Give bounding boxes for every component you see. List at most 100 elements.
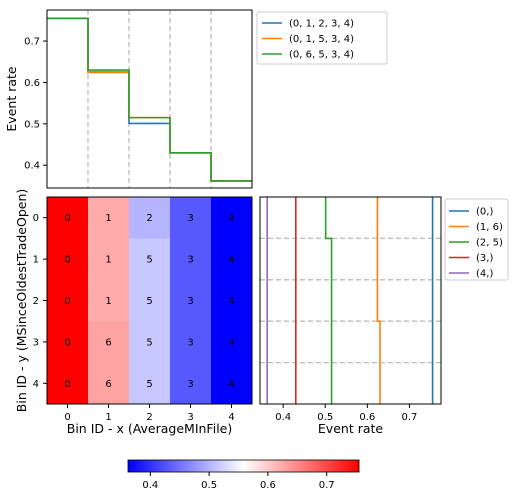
heatmap-cells bbox=[47, 197, 253, 405]
right-x-ticks: 0.4 0.5 0.6 0.7 bbox=[275, 404, 417, 423]
right-x-tick-label: 0.5 bbox=[317, 412, 333, 423]
top-y-ticks: 0.4 0.5 0.6 0.7 bbox=[24, 37, 47, 172]
colorbar-gradient bbox=[127, 459, 360, 473]
right-legend-box bbox=[444, 198, 509, 281]
heatmap-y-tick-label: 1 bbox=[33, 255, 39, 266]
heatmap-panel: 0 1 2 3 4 0 1 5 3 4 0 1 5 3 4 0 6 5 3 4 0 6 5 3 4 0 1 2 3 4 0 1 2 3 4 Bi… bbox=[14, 189, 253, 436]
heatmap-y-tick-label: 3 bbox=[33, 337, 39, 348]
heatmap-cell bbox=[170, 197, 212, 239]
right-legend-label: (2, 5) bbox=[476, 238, 503, 249]
right-bin-boundaries bbox=[260, 237, 441, 364]
top-series-line bbox=[47, 17, 252, 182]
heatmap-cell bbox=[47, 362, 89, 405]
right-series-line bbox=[376, 197, 381, 404]
heatmap-cell-label: 5 bbox=[146, 337, 152, 348]
heatmap-cell bbox=[170, 279, 212, 322]
heatmap-cell-label: 1 bbox=[105, 213, 111, 224]
top-legend-label: (0, 6, 5, 3, 4) bbox=[289, 50, 354, 61]
right-legend-label: (3,) bbox=[476, 253, 493, 264]
right-x-tick-label: 0.7 bbox=[401, 412, 417, 423]
heatmap-cell-labels: 0 1 2 3 4 0 1 5 3 4 0 1 5 3 4 0 6 5 3 4 0 6 5 3 4 bbox=[64, 213, 234, 390]
colorbar: 0.4 0.5 0.6 0.7 bbox=[127, 459, 360, 491]
heatmap-cell bbox=[211, 238, 253, 281]
heatmap-cell bbox=[88, 238, 130, 281]
heatmap-cell bbox=[211, 362, 253, 405]
heatmap-cell-label: 1 bbox=[105, 296, 111, 307]
heatmap-cell bbox=[88, 321, 130, 364]
heatmap-cell bbox=[47, 279, 89, 322]
heatmap-cell-label: 0 bbox=[64, 379, 70, 390]
heatmap-cell-label: 3 bbox=[187, 379, 193, 390]
heatmap-cell bbox=[129, 279, 171, 322]
top-y-axis-label: Event rate bbox=[4, 66, 19, 131]
heatmap-cell-label: 3 bbox=[187, 255, 193, 266]
heatmap-cell-label: 0 bbox=[64, 296, 70, 307]
top-series-line bbox=[47, 17, 252, 182]
top-y-tick-label: 0.5 bbox=[24, 119, 40, 130]
heatmap-cell-label: 4 bbox=[228, 213, 234, 224]
top-axes-frame bbox=[46, 9, 253, 189]
heatmap-cell-label: 2 bbox=[146, 213, 152, 224]
heatmap-cell-label: 6 bbox=[105, 379, 111, 390]
right-legend-label: (4,) bbox=[476, 269, 493, 280]
heatmap-x-axis-label: Bin ID - x (AverageMInFile) bbox=[67, 421, 232, 436]
heatmap-y-tick-label: 0 bbox=[33, 213, 39, 224]
heatmap-x-tick-label: 3 bbox=[187, 412, 193, 423]
heatmap-cell bbox=[170, 238, 212, 281]
right-x-axis-label: Event rate bbox=[318, 421, 383, 436]
heatmap-cell bbox=[88, 197, 130, 239]
heatmap-cell-label: 5 bbox=[146, 379, 152, 390]
heatmap-x-tick-label: 0 bbox=[64, 412, 70, 423]
heatmap-x-tick-label: 1 bbox=[105, 412, 111, 423]
right-legend-label: (0,) bbox=[476, 207, 493, 218]
right-series-line bbox=[324, 197, 333, 404]
heatmap-x-ticks: 0 1 2 3 4 bbox=[64, 404, 235, 423]
top-y-tick-label: 0.6 bbox=[24, 78, 40, 89]
right-legend-label: (1, 6) bbox=[476, 222, 503, 233]
heatmap-cell bbox=[211, 197, 253, 239]
heatmap-cell bbox=[170, 321, 212, 364]
top-y-tick-label: 0.4 bbox=[24, 161, 40, 172]
heatmap-cell-label: 0 bbox=[64, 337, 70, 348]
right-x-tick-label: 0.4 bbox=[275, 412, 291, 423]
right-x-tick-label: 0.6 bbox=[359, 412, 375, 423]
top-event-rate-panel: 0.4 0.5 0.6 0.7 Event rate bbox=[4, 9, 253, 189]
heatmap-y-axis-label: Bin ID - y (MSinceOldestTradeOpen) bbox=[14, 189, 29, 412]
heatmap-cell-label: 5 bbox=[146, 296, 152, 307]
colorbar-tick-label: 0.6 bbox=[260, 480, 276, 491]
top-bin-boundaries bbox=[87, 10, 212, 188]
heatmap-cell-label: 4 bbox=[228, 379, 234, 390]
top-series-lines bbox=[47, 17, 252, 182]
heatmap-cell bbox=[170, 362, 212, 405]
top-series-line bbox=[47, 17, 252, 182]
heatmap-cell bbox=[88, 362, 130, 405]
heatmap-x-tick-label: 4 bbox=[228, 412, 234, 423]
top-y-tick-label: 0.7 bbox=[24, 37, 40, 48]
heatmap-cell bbox=[47, 238, 89, 281]
colorbar-tick-label: 0.4 bbox=[142, 480, 158, 491]
heatmap-cell-label: 4 bbox=[228, 255, 234, 266]
heatmap-cell-label: 4 bbox=[228, 337, 234, 348]
right-series-lines bbox=[266, 197, 434, 404]
heatmap-cell-label: 3 bbox=[187, 337, 193, 348]
heatmap-x-tick-label: 2 bbox=[146, 412, 152, 423]
colorbar-ticks: 0.4 0.5 0.6 0.7 bbox=[142, 472, 335, 491]
heatmap-cell bbox=[47, 321, 89, 364]
top-legend-label: (0, 1, 5, 3, 4) bbox=[289, 34, 354, 45]
colorbar-tick-label: 0.5 bbox=[201, 480, 217, 491]
heatmap-cell-label: 5 bbox=[146, 255, 152, 266]
heatmap-cell bbox=[129, 321, 171, 364]
heatmap-cell-label: 1 bbox=[105, 255, 111, 266]
top-legend: (0, 1, 2, 3, 4) (0, 1, 5, 3, 4) (0, 6, 5, … bbox=[256, 11, 388, 65]
heatmap-cell bbox=[211, 321, 253, 364]
heatmap-cell-label: 4 bbox=[228, 296, 234, 307]
heatmap-cell bbox=[129, 362, 171, 405]
heatmap-y-tick-label: 4 bbox=[33, 379, 39, 390]
right-event-rate-panel: 0.4 0.5 0.6 0.7 Event rate bbox=[259, 196, 442, 436]
heatmap-cell bbox=[88, 279, 130, 322]
colorbar-tick-label: 0.7 bbox=[319, 480, 335, 491]
right-axes-frame bbox=[259, 196, 442, 405]
heatmap-cell-label: 3 bbox=[187, 296, 193, 307]
heatmap-cell bbox=[129, 238, 171, 281]
